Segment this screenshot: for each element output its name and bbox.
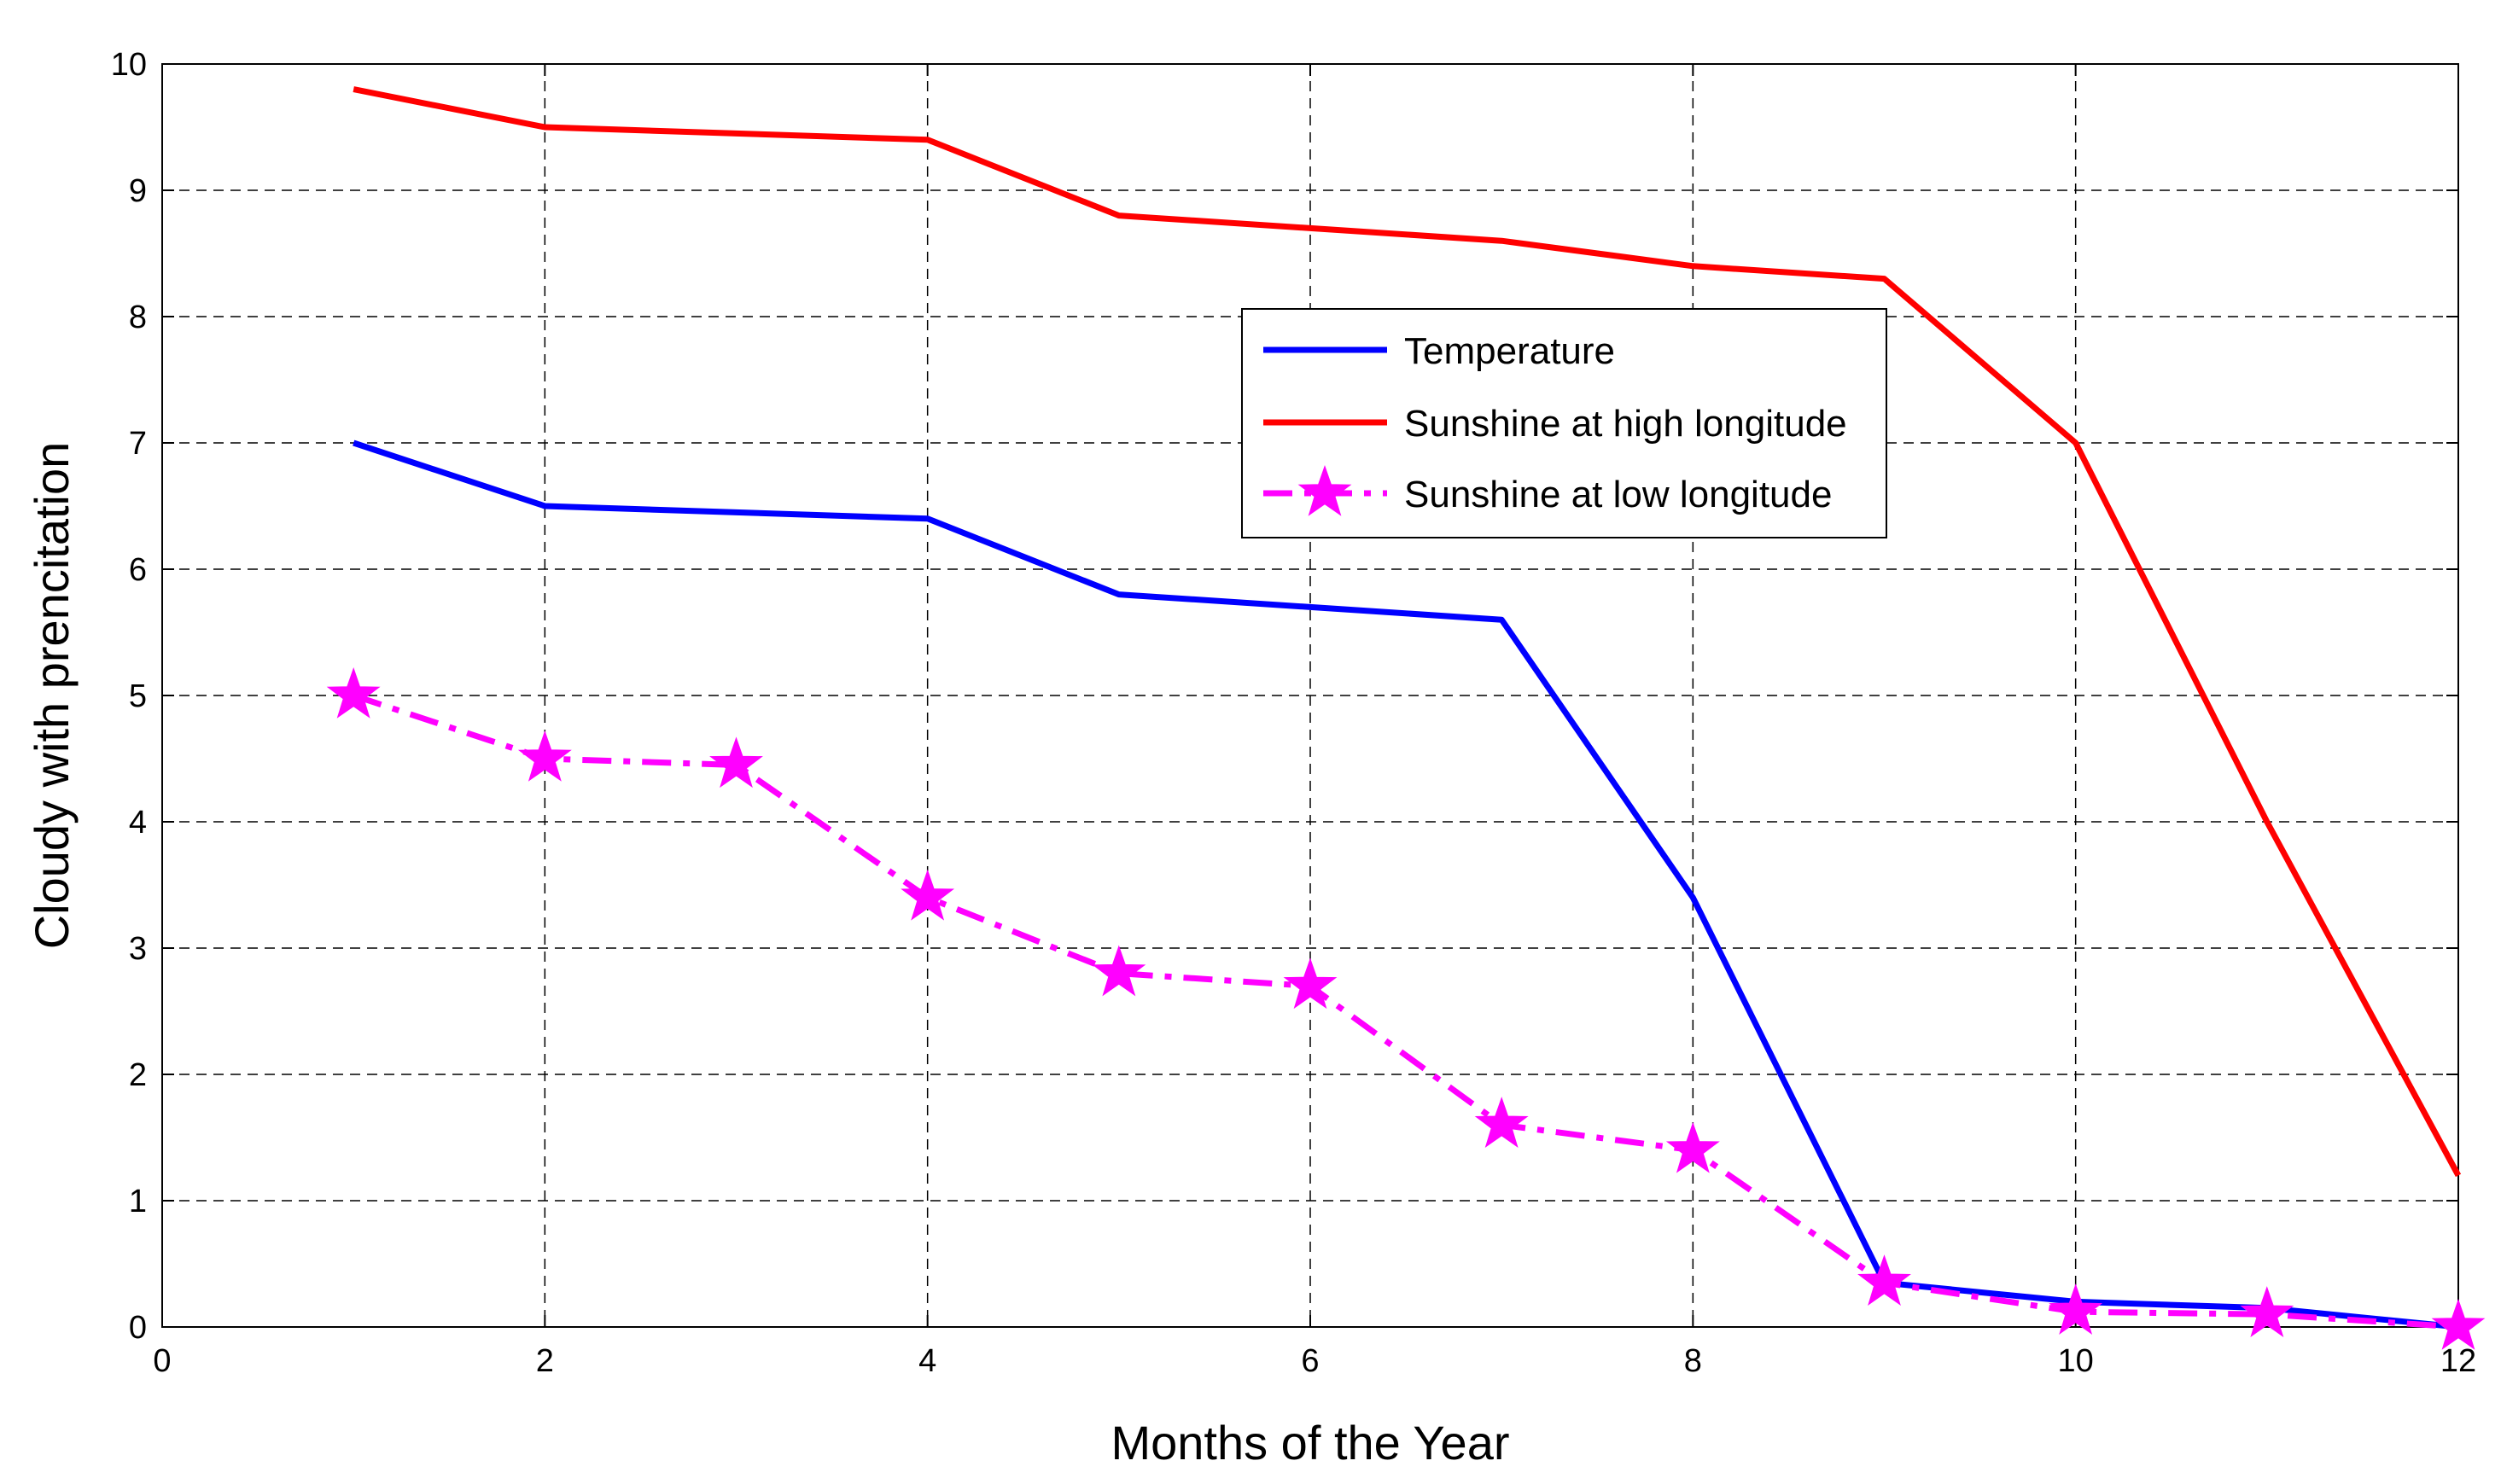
series-sunshine-at-high-longitude [353,86,2462,1178]
y-tick-label: 0 [129,1310,147,1346]
x-tick-label: 10 [2058,1343,2094,1379]
x-tick-label: 8 [1684,1343,1702,1379]
y-tick-label: 8 [129,300,147,335]
y-tick-label: 6 [129,552,147,588]
series-line [353,439,2459,1330]
data-point-star [2431,1298,2486,1350]
x-tick-label: 4 [918,1343,936,1379]
legend-item: Sunshine at low longitude [1263,464,1832,516]
series-lines [326,86,2486,1350]
y-tick-label: 2 [129,1057,147,1093]
data-point-star [326,666,381,719]
legend-item: Sunshine at high longitude [1263,403,1847,445]
y-tick-label: 1 [129,1184,147,1219]
data-point-star [2240,1286,2294,1337]
series-line [353,692,2459,1330]
data-point-star [1665,1121,1720,1173]
legend: Temperature Sunshine at high longitude Sun… [1241,308,1887,538]
y-tick-label: 9 [129,173,147,209]
legend-item: Temperature [1263,330,1615,372]
data-point-star [1283,957,1338,1010]
legend-label: Sunshine at low longitude [1404,474,1832,515]
legend-star-icon [1297,464,1352,516]
data-point-star [517,730,572,782]
data-point-star [1092,945,1146,997]
y-axis-title: Cloudy with prencitation [25,442,79,950]
series-line [353,86,2462,1178]
series-sunshine-at-low-longitude [326,666,2486,1350]
legend-label: Sunshine at high longitude [1404,403,1847,445]
x-axis-title: Months of the Year [1111,1416,1509,1469]
legend-label: Temperature [1404,330,1615,372]
x-tick-label: 12 [2440,1343,2476,1379]
data-point-star [1474,1097,1529,1148]
data-point-star [901,869,955,921]
x-tick-label: 2 [536,1343,554,1379]
y-tick-label: 7 [129,426,147,462]
data-point-star [1857,1254,1911,1306]
series-temperature [353,439,2459,1330]
x-tick-label: 6 [1301,1343,1319,1379]
y-tick-label: 3 [129,931,147,967]
y-tick-label: 10 [111,47,147,83]
data-point-star [709,736,763,789]
y-tick-label: 5 [129,678,147,714]
y-tick-label: 4 [129,805,147,841]
x-tick-label: 0 [153,1343,171,1379]
data-point-star [2049,1283,2103,1335]
